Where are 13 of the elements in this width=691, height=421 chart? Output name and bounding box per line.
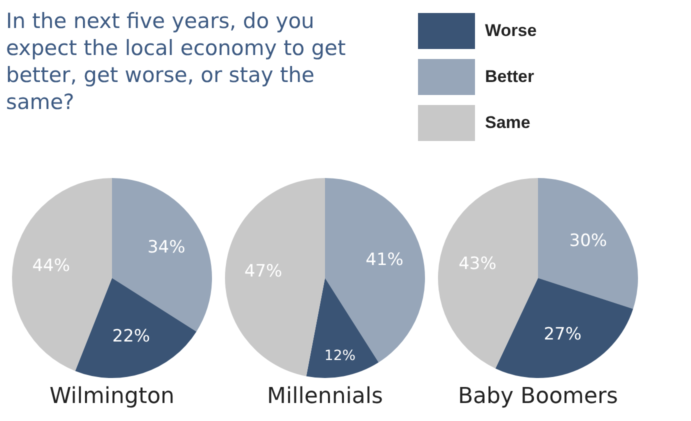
text: Millennials xyxy=(266,384,384,409)
legend-label: Better xyxy=(485,67,534,87)
data-label: 30% xyxy=(569,230,608,251)
data-label: 34% xyxy=(147,238,186,258)
data-label: 27% xyxy=(544,324,582,344)
text: Baby Boomers xyxy=(456,384,620,409)
text: In the next five years, do you expect the local economy to get better, get worse, or stay the same? xyxy=(6,8,347,116)
data-label: 22% xyxy=(112,326,150,346)
legend-label: Same xyxy=(485,113,530,133)
text: Wilmington xyxy=(48,384,176,409)
data-label: 41% xyxy=(366,250,404,270)
data-label: 12% xyxy=(324,348,356,364)
legend-label: Worse xyxy=(485,21,537,41)
